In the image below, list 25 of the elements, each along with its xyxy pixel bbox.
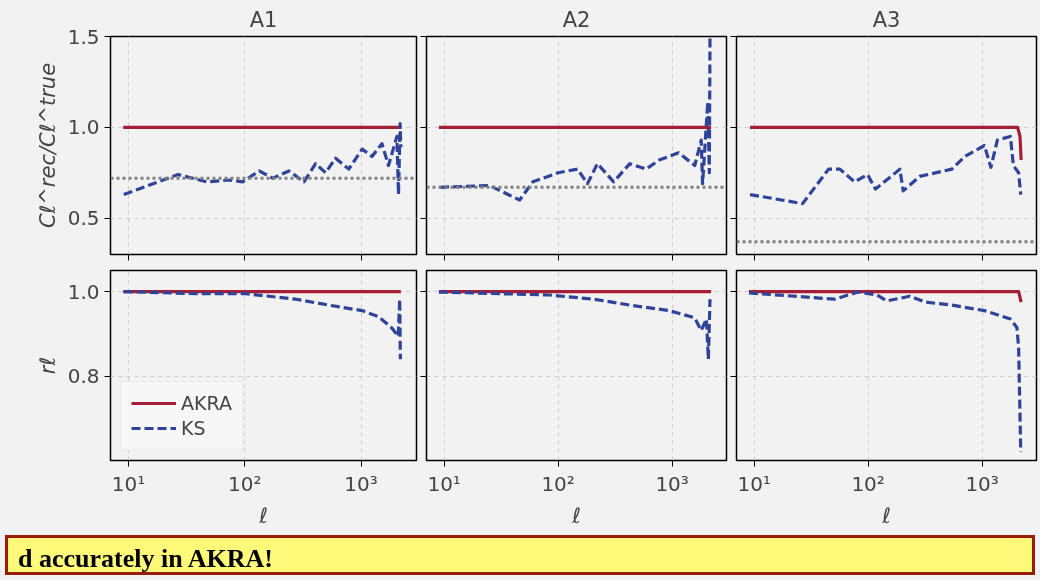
x-axis-title: ℓ xyxy=(881,503,891,528)
x-tick-label: 10¹ xyxy=(427,471,461,496)
y-axis-title: rℓ xyxy=(35,356,60,375)
y-tick-label: 0.8 xyxy=(67,364,100,389)
x-tick-label: 10¹ xyxy=(111,471,146,496)
x-tick-label: 10² xyxy=(851,471,885,496)
x-tick-label: 10³ xyxy=(965,471,999,496)
x-tick-label: 10³ xyxy=(344,471,378,496)
y-axis-title: Cℓ^rec/Cℓ^true xyxy=(35,62,60,229)
y-tick-label: 1.5 xyxy=(67,24,100,49)
legend-label: KS xyxy=(181,417,206,439)
x-axis-title: ℓ xyxy=(571,503,581,528)
text: d accurately in AKRA! xyxy=(18,543,273,575)
x-tick-label: 10² xyxy=(228,471,262,496)
chart-title: A3 xyxy=(872,7,901,32)
legend-label: AKRA xyxy=(181,392,232,414)
y-tick-label: 0.5 xyxy=(67,206,100,231)
x-tick-label: 10³ xyxy=(655,471,689,496)
chart-title: A1 xyxy=(249,7,278,32)
y-tick-label: 1.0 xyxy=(67,115,100,140)
y-tick-label: 1.0 xyxy=(67,279,100,304)
x-tick-label: 10¹ xyxy=(737,471,771,496)
x-axis-title: ℓ xyxy=(258,503,268,528)
x-tick-label: 10² xyxy=(541,471,575,496)
chart-title: A2 xyxy=(562,7,591,32)
